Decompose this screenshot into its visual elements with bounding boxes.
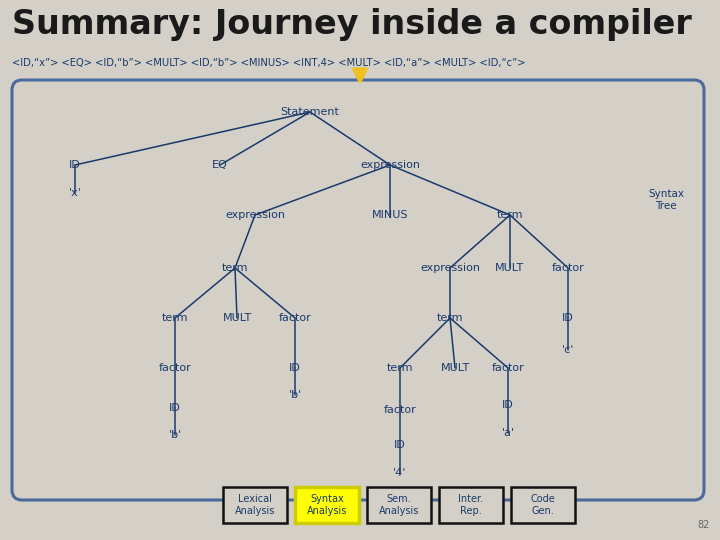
FancyBboxPatch shape	[12, 80, 704, 500]
Text: Inter.
Rep.: Inter. Rep.	[459, 494, 484, 516]
Text: ID: ID	[289, 363, 301, 373]
FancyBboxPatch shape	[511, 487, 575, 523]
Text: term: term	[497, 210, 523, 220]
Text: MULT: MULT	[441, 363, 469, 373]
Text: 'c': 'c'	[562, 345, 574, 355]
Text: factor: factor	[279, 313, 311, 323]
Text: '4': '4'	[393, 468, 407, 478]
Text: term: term	[437, 313, 463, 323]
Text: Sem.
Analysis: Sem. Analysis	[379, 494, 419, 516]
FancyBboxPatch shape	[367, 487, 431, 523]
Text: 'b': 'b'	[289, 390, 302, 400]
Text: term: term	[387, 363, 413, 373]
Text: 82: 82	[698, 520, 710, 530]
FancyBboxPatch shape	[295, 487, 359, 523]
Text: Code
Gen.: Code Gen.	[531, 494, 555, 516]
Text: 'b': 'b'	[168, 430, 181, 440]
Text: MULT: MULT	[222, 313, 251, 323]
Text: ID: ID	[69, 160, 81, 170]
Text: MULT: MULT	[495, 263, 525, 273]
Text: Syntax
Analysis: Syntax Analysis	[307, 494, 347, 516]
Text: Lexical
Analysis: Lexical Analysis	[235, 494, 275, 516]
FancyBboxPatch shape	[439, 487, 503, 523]
Text: <ID,“x”> <EQ> <ID,“b”> <MULT> <ID,“b”> <MINUS> <INT,4> <MULT> <ID,“a”> <MULT> <I: <ID,“x”> <EQ> <ID,“b”> <MULT> <ID,“b”> <…	[12, 58, 526, 68]
Text: Summary: Journey inside a compiler: Summary: Journey inside a compiler	[12, 8, 692, 41]
Text: EQ: EQ	[212, 160, 228, 170]
Text: factor: factor	[552, 263, 585, 273]
Text: MINUS: MINUS	[372, 210, 408, 220]
Text: Syntax
Tree: Syntax Tree	[648, 189, 684, 211]
Text: term: term	[222, 263, 248, 273]
Text: expression: expression	[360, 160, 420, 170]
Text: factor: factor	[384, 405, 416, 415]
Text: ID: ID	[502, 400, 514, 410]
Text: 'a': 'a'	[501, 428, 515, 438]
Text: factor: factor	[492, 363, 524, 373]
Text: factor: factor	[158, 363, 192, 373]
Text: 'x': 'x'	[68, 188, 81, 198]
Text: ID: ID	[562, 313, 574, 323]
FancyBboxPatch shape	[223, 487, 287, 523]
Text: Statement: Statement	[281, 107, 339, 117]
Text: ID: ID	[169, 403, 181, 413]
Text: term: term	[162, 313, 188, 323]
Text: ID: ID	[394, 440, 406, 450]
Text: expression: expression	[420, 263, 480, 273]
Text: expression: expression	[225, 210, 285, 220]
